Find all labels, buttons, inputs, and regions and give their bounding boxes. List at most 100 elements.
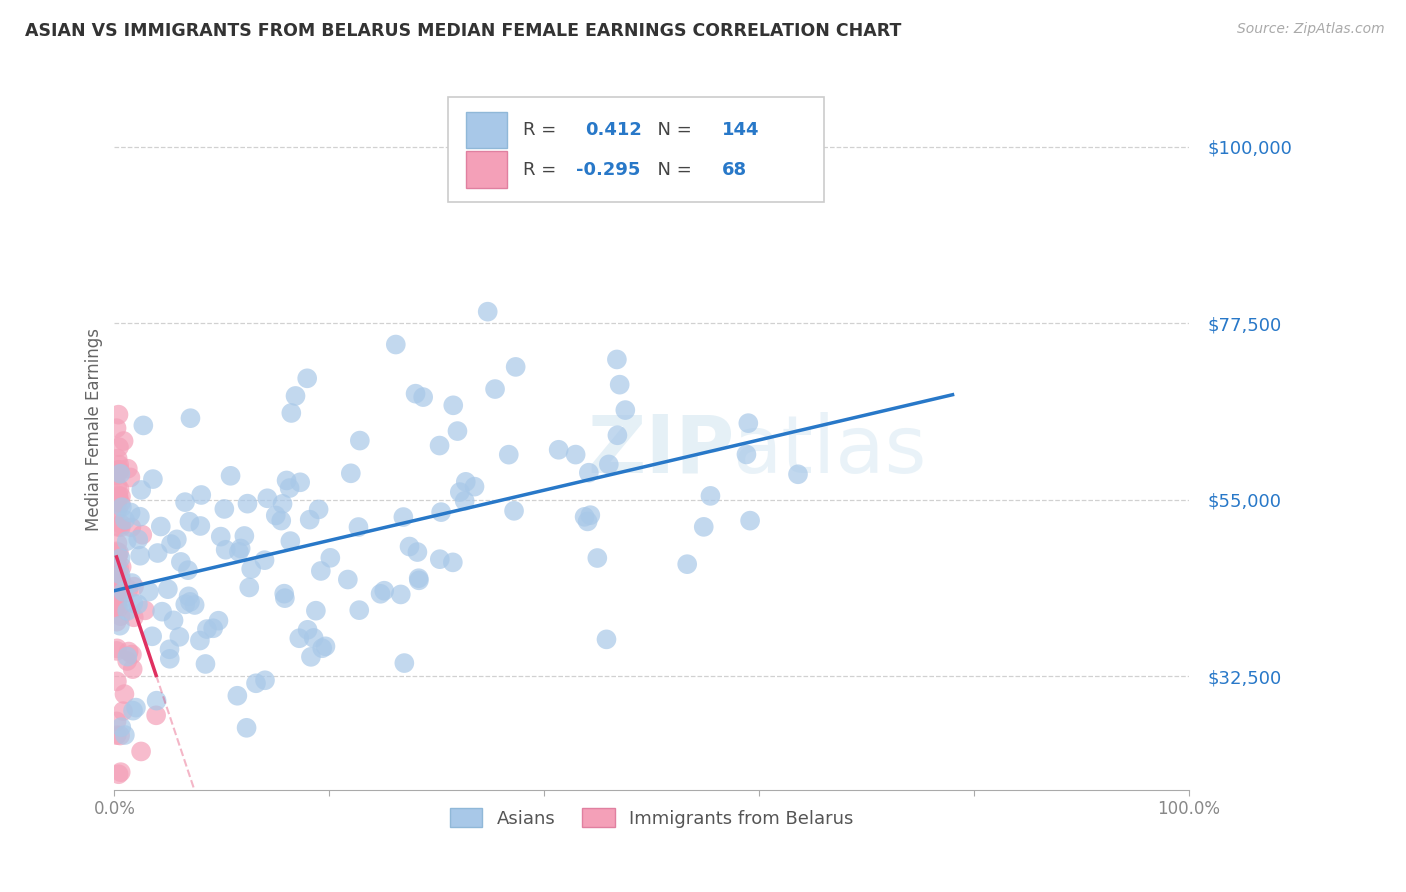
Point: [110, 551, 132, 566]
Point: [111, 560, 134, 574]
Point: [228, 545, 250, 559]
Text: 144: 144: [721, 120, 759, 139]
Point: [105, 728, 128, 742]
Point: [105, 644, 128, 658]
Point: [179, 411, 201, 425]
Text: R =: R =: [523, 161, 562, 178]
Point: [278, 534, 301, 549]
Point: [141, 629, 163, 643]
Point: [105, 421, 128, 435]
Point: [190, 488, 212, 502]
Point: [373, 583, 395, 598]
Point: [309, 564, 332, 578]
Point: [105, 600, 128, 615]
Point: [405, 386, 427, 401]
Point: [120, 520, 142, 534]
Point: [385, 337, 408, 351]
Point: [162, 613, 184, 627]
Point: [498, 448, 520, 462]
Point: [105, 549, 128, 564]
Point: [614, 403, 637, 417]
Point: [108, 463, 131, 477]
Point: [214, 542, 236, 557]
Point: [347, 520, 370, 534]
Point: [547, 442, 569, 457]
Point: [314, 640, 336, 654]
Point: [108, 440, 131, 454]
Point: [408, 574, 430, 588]
Point: [449, 485, 471, 500]
Point: [142, 472, 165, 486]
Point: [117, 649, 139, 664]
Point: [295, 371, 318, 385]
Point: [107, 548, 129, 562]
Point: [174, 495, 197, 509]
Point: [107, 489, 129, 503]
Point: [129, 744, 152, 758]
FancyBboxPatch shape: [447, 97, 824, 202]
Point: [253, 553, 276, 567]
Point: [170, 555, 193, 569]
Point: [564, 448, 586, 462]
Bar: [465, 152, 506, 187]
Point: [389, 587, 412, 601]
Point: [145, 693, 167, 707]
Point: [256, 491, 278, 506]
Point: [108, 618, 131, 632]
Point: [586, 551, 609, 566]
Point: [408, 571, 430, 585]
Point: [299, 649, 322, 664]
Point: [233, 529, 256, 543]
Point: [117, 461, 139, 475]
Point: [446, 424, 468, 438]
Legend: Asians, Immigrants from Belarus: Asians, Immigrants from Belarus: [443, 801, 860, 835]
Point: [209, 530, 232, 544]
Point: [105, 495, 128, 509]
Point: [398, 540, 420, 554]
Point: [110, 496, 132, 510]
Point: [105, 558, 128, 573]
Point: [214, 502, 236, 516]
Point: [453, 494, 475, 508]
Point: [676, 557, 699, 571]
Point: [188, 633, 211, 648]
Point: [166, 533, 188, 547]
Point: [159, 642, 181, 657]
Point: [120, 506, 142, 520]
Point: [114, 728, 136, 742]
Point: [105, 545, 128, 559]
Point: [110, 467, 132, 481]
Text: R =: R =: [523, 120, 568, 139]
Point: [288, 475, 311, 490]
Point: [107, 463, 129, 477]
Point: [207, 614, 229, 628]
Point: [693, 520, 716, 534]
Point: [177, 590, 200, 604]
Point: [787, 467, 810, 482]
Point: [110, 490, 132, 504]
Point: [370, 587, 392, 601]
Point: [122, 704, 145, 718]
Point: [503, 504, 526, 518]
Point: [280, 406, 302, 420]
Point: [349, 603, 371, 617]
Point: [253, 673, 276, 688]
Text: ASIAN VS IMMIGRANTS FROM BELARUS MEDIAN FEMALE EARNINGS CORRELATION CHART: ASIAN VS IMMIGRANTS FROM BELARUS MEDIAN …: [25, 22, 901, 40]
Point: [159, 652, 181, 666]
Point: [105, 479, 128, 493]
Point: [349, 434, 371, 448]
Point: [115, 534, 138, 549]
Point: [107, 570, 129, 584]
Point: [226, 689, 249, 703]
Point: [105, 468, 128, 483]
Point: [484, 382, 506, 396]
Point: [598, 458, 620, 472]
Point: [505, 359, 527, 374]
Point: [138, 584, 160, 599]
Point: [127, 597, 149, 611]
Point: [121, 576, 143, 591]
Point: [273, 587, 295, 601]
Point: [699, 489, 721, 503]
Point: [169, 630, 191, 644]
Point: [219, 468, 242, 483]
